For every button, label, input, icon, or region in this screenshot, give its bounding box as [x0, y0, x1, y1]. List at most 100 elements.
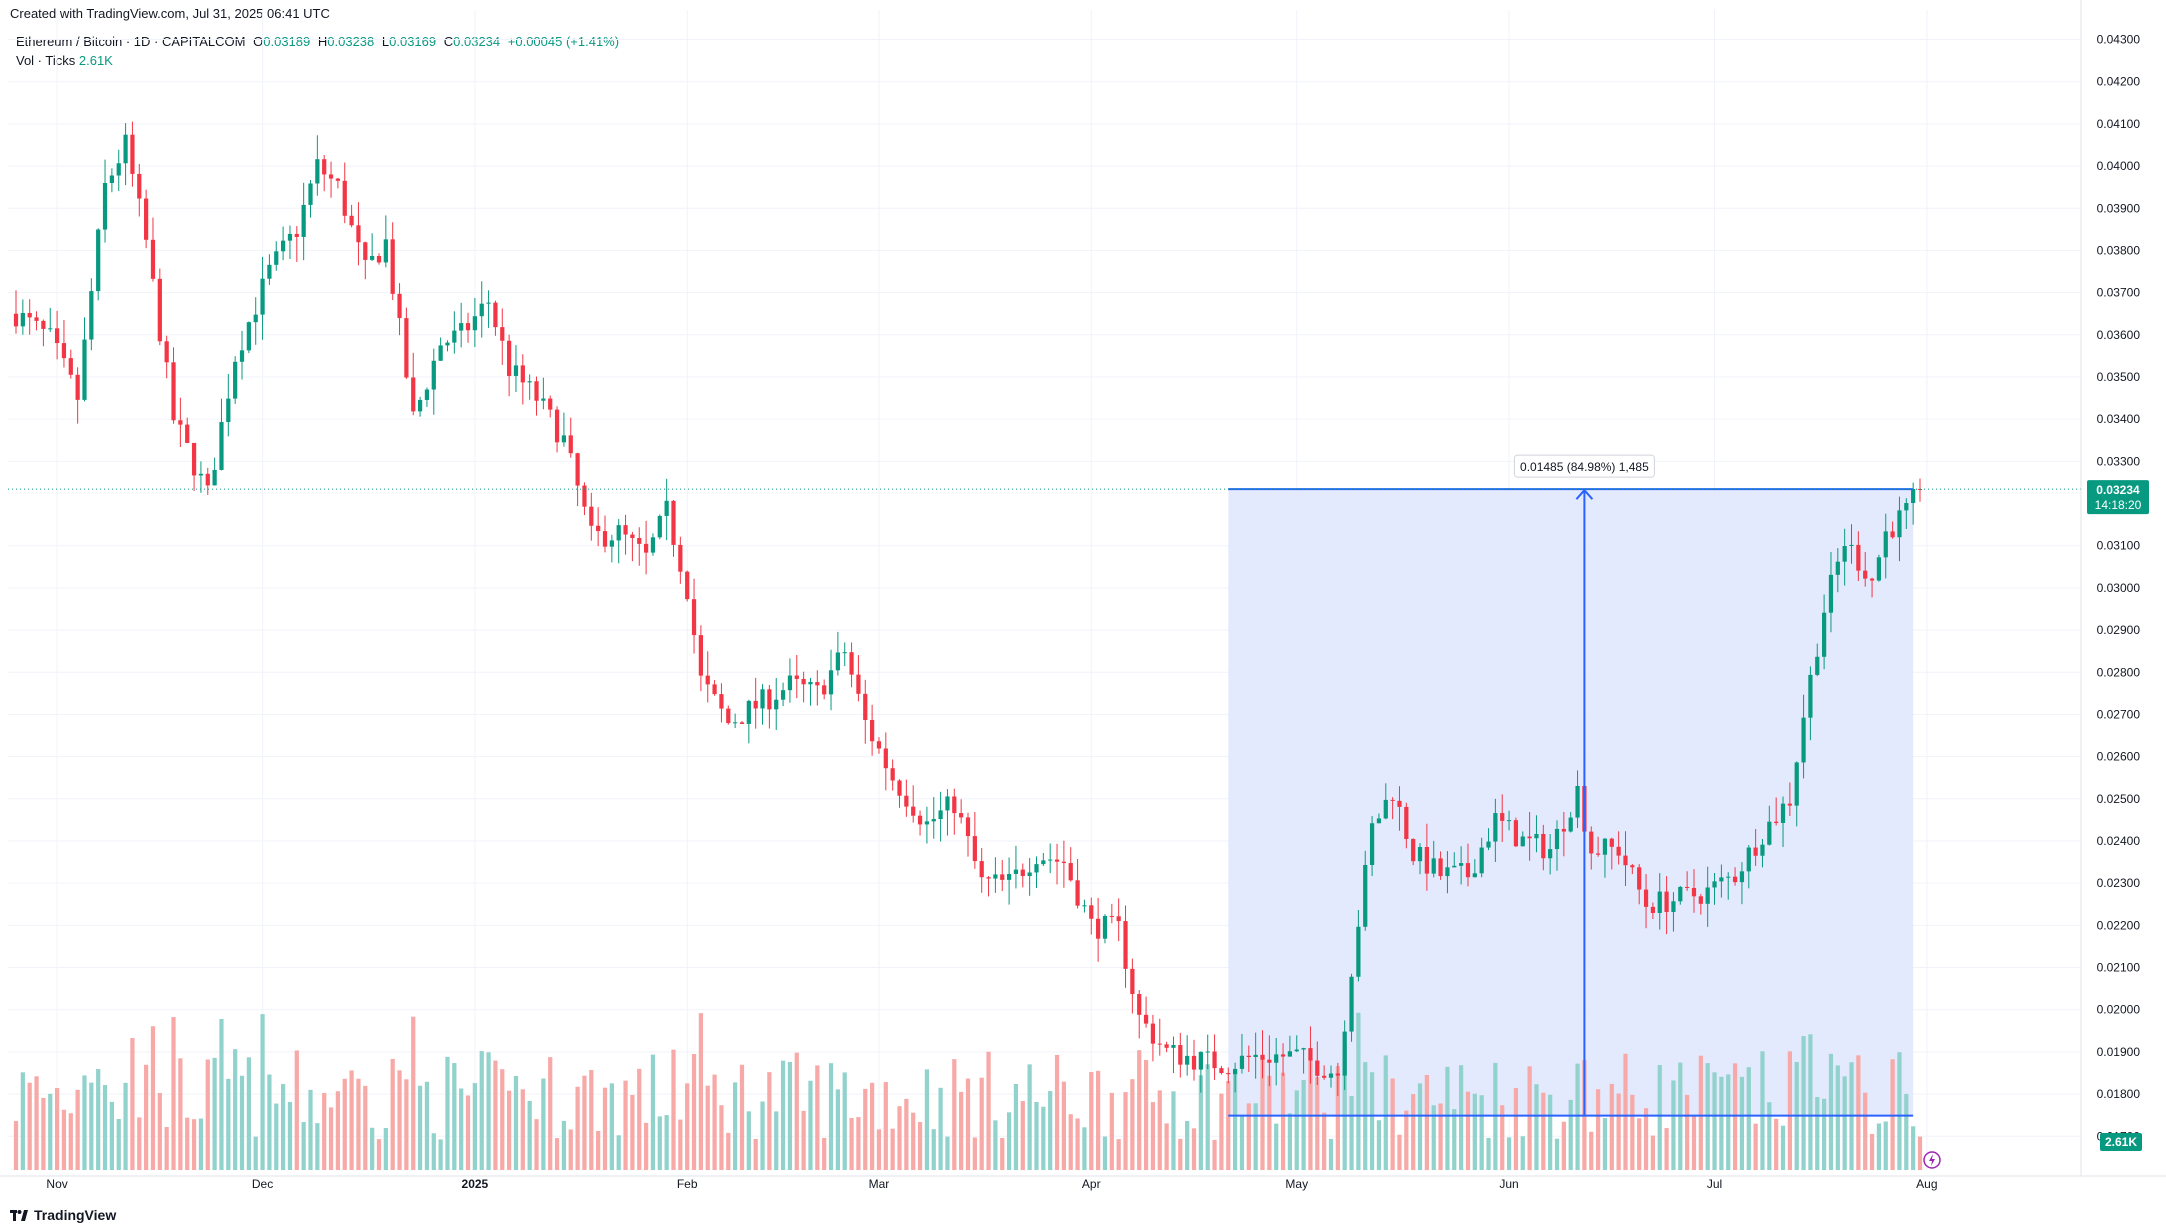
candle-body[interactable] — [1246, 1055, 1251, 1058]
candle-body[interactable] — [1089, 905, 1094, 919]
candle-body[interactable] — [1109, 915, 1114, 917]
candle-body[interactable] — [520, 365, 525, 383]
candle-body[interactable] — [1185, 1055, 1190, 1065]
candle-body[interactable] — [534, 381, 539, 401]
candle-body[interactable] — [20, 312, 25, 327]
candle-body[interactable] — [479, 303, 484, 317]
candle-body[interactable] — [1821, 612, 1827, 657]
candle-body[interactable] — [335, 178, 341, 181]
candle-body[interactable] — [1664, 891, 1669, 912]
candle-body[interactable] — [691, 599, 697, 636]
candle-body[interactable] — [1732, 876, 1738, 883]
candle-body[interactable] — [411, 377, 416, 412]
candle-body[interactable] — [1493, 813, 1498, 842]
candle-body[interactable] — [917, 815, 923, 825]
candle-body[interactable] — [1232, 1068, 1238, 1075]
candle-body[interactable] — [123, 134, 128, 164]
candle-body[interactable] — [164, 341, 169, 363]
candle-body[interactable] — [1534, 833, 1539, 839]
candle-body[interactable] — [178, 420, 183, 425]
candle-body[interactable] — [1130, 968, 1135, 994]
candle-body[interactable] — [596, 525, 601, 532]
candle-body[interactable] — [1356, 926, 1361, 977]
candle-body[interactable] — [130, 134, 135, 174]
candle-body[interactable] — [1363, 864, 1368, 927]
candle-body[interactable] — [1431, 858, 1436, 874]
candle-body[interactable] — [34, 317, 39, 321]
candle-body[interactable] — [1698, 896, 1703, 904]
candle-body[interactable] — [1438, 858, 1443, 877]
candle-body[interactable] — [1027, 872, 1032, 877]
candle-body[interactable] — [1075, 880, 1080, 906]
candle-body[interactable] — [931, 819, 936, 822]
candle-body[interactable] — [54, 328, 60, 344]
candle-body[interactable] — [863, 693, 868, 720]
candle-body[interactable] — [527, 381, 532, 383]
candle-body[interactable] — [1739, 871, 1745, 883]
candle-body[interactable] — [301, 204, 306, 237]
candle-body[interactable] — [842, 652, 847, 654]
candle-body[interactable] — [472, 316, 477, 331]
candle-body[interactable] — [219, 422, 224, 470]
candle-body[interactable] — [993, 874, 998, 879]
candle-body[interactable] — [822, 685, 827, 695]
candle-body[interactable] — [27, 312, 32, 318]
candle-body[interactable] — [1650, 906, 1656, 913]
candle-body[interactable] — [561, 435, 567, 443]
candle-body[interactable] — [1465, 863, 1471, 878]
candle-body[interactable] — [233, 361, 238, 399]
candle-body[interactable] — [1123, 921, 1128, 969]
candle-body[interactable] — [212, 469, 217, 486]
candle-body[interactable] — [500, 327, 505, 341]
candle-body[interactable] — [712, 684, 717, 695]
candle-body[interactable] — [486, 302, 491, 304]
candle-body[interactable] — [1383, 799, 1388, 819]
candle-body[interactable] — [274, 251, 279, 265]
candle-body[interactable] — [1623, 855, 1628, 866]
candle-body[interactable] — [623, 525, 628, 535]
candle-body[interactable] — [589, 506, 594, 526]
candle-body[interactable] — [1897, 510, 1902, 538]
candle-body[interactable] — [61, 343, 67, 359]
candle-body[interactable] — [965, 817, 971, 837]
candle-body[interactable] — [465, 323, 471, 331]
candle-body[interactable] — [753, 700, 758, 709]
candle-body[interactable] — [1212, 1051, 1217, 1069]
candle-body[interactable] — [719, 694, 724, 709]
candle-body[interactable] — [739, 722, 745, 724]
candle-body[interactable] — [1000, 874, 1005, 880]
candle-body[interactable] — [1808, 674, 1813, 718]
candle-body[interactable] — [1328, 1073, 1334, 1078]
candle-body[interactable] — [205, 473, 210, 486]
measure-region[interactable] — [1228, 489, 1914, 1116]
candle-body[interactable] — [794, 675, 799, 679]
candle-body[interactable] — [541, 398, 546, 401]
candle-body[interactable] — [671, 500, 676, 545]
candle-body[interactable] — [294, 233, 299, 237]
candle-body[interactable] — [938, 810, 943, 820]
candle-body[interactable] — [82, 339, 87, 400]
candle-body[interactable] — [678, 544, 683, 572]
candle-body[interactable] — [315, 159, 320, 184]
candle-body[interactable] — [1280, 1054, 1286, 1057]
candle-body[interactable] — [1767, 821, 1772, 845]
candle-body[interactable] — [1691, 887, 1697, 897]
candle-body[interactable] — [1274, 1054, 1279, 1063]
candle-body[interactable] — [1294, 1049, 1299, 1052]
candle-body[interactable] — [1041, 860, 1046, 865]
candle-body[interactable] — [1342, 1031, 1347, 1076]
candle-body[interactable] — [1589, 831, 1594, 854]
candle-body[interactable] — [986, 877, 991, 879]
candle-body[interactable] — [548, 398, 553, 410]
candle-body[interactable] — [602, 531, 608, 547]
candle-body[interactable] — [883, 748, 888, 769]
candle-body[interactable] — [657, 515, 662, 538]
candle-body[interactable] — [431, 360, 436, 390]
candle-body[interactable] — [1315, 1060, 1320, 1076]
candle-body[interactable] — [1835, 561, 1840, 575]
candle-body[interactable] — [1150, 1023, 1156, 1044]
candle-body[interactable] — [1794, 762, 1799, 806]
candle-body[interactable] — [1013, 869, 1019, 874]
candle-body[interactable] — [1609, 838, 1614, 847]
candle-body[interactable] — [1787, 803, 1792, 806]
